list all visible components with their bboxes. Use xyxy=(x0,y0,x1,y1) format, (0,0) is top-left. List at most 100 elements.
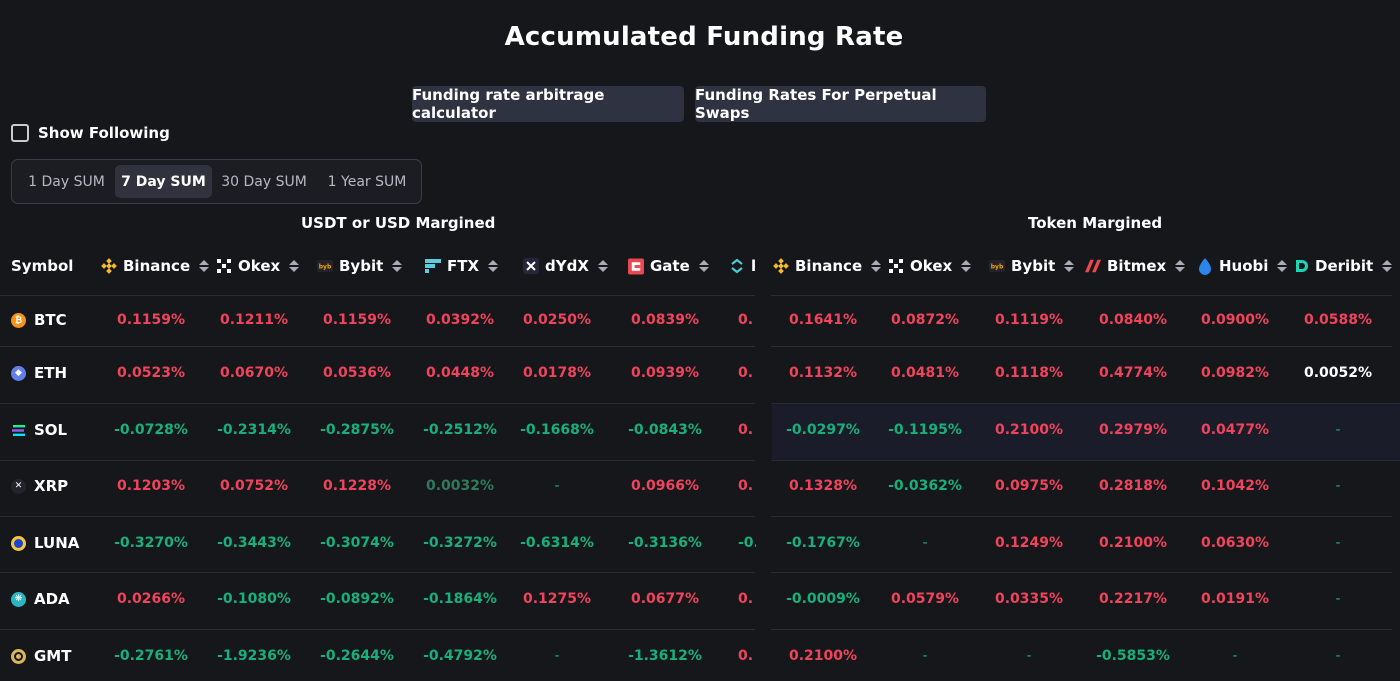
rate-cell: -0.0009% xyxy=(786,591,860,607)
luna-icon xyxy=(11,535,26,551)
rate-cell: -0.0297% xyxy=(786,422,860,438)
symbol-btc[interactable]: ₿ BTC xyxy=(11,310,67,330)
bitmex-icon xyxy=(1085,258,1101,274)
period-1day-tab[interactable]: 1 Day SUM xyxy=(28,173,105,190)
period-7day-tab[interactable]: 7 Day SUM xyxy=(115,165,212,198)
rate-cell: 0. xyxy=(738,365,754,381)
rate-cell: 0.1275% xyxy=(522,591,592,607)
usdt-okex-header[interactable]: Okex xyxy=(216,256,300,276)
rate-cell: 0.2100% xyxy=(1098,535,1168,551)
rate-cell: 0.1203% xyxy=(116,478,186,494)
token-binance-header[interactable]: Binance xyxy=(773,256,882,276)
rate-cell: 0.1159% xyxy=(116,312,186,328)
token-okex-header[interactable]: Okex xyxy=(888,256,972,276)
rate-cell: -0.3272% xyxy=(423,535,497,551)
rate-cell: - xyxy=(554,648,560,664)
symbol-label: BTC xyxy=(34,311,67,329)
rate-cell: 0.1641% xyxy=(788,312,858,328)
rate-cell: 0.0266% xyxy=(116,591,186,607)
rate-cell: -0.1864% xyxy=(423,591,497,607)
usdt-margined-label: USDT or USD Margined xyxy=(301,214,496,232)
rate-cell: -0.4792% xyxy=(423,648,497,664)
rate-cell: -0.0843% xyxy=(628,422,702,438)
dydx-icon xyxy=(523,258,539,274)
gmt-icon xyxy=(11,648,26,664)
symbol-label: ETH xyxy=(34,364,68,382)
rate-cell: 0.1228% xyxy=(322,478,392,494)
symbol-eth[interactable]: ◆ ETH xyxy=(11,363,67,383)
group-separator xyxy=(755,240,771,681)
checkbox[interactable] xyxy=(11,124,29,142)
rate-cell: 0. xyxy=(738,312,754,328)
symbol-label: ADA xyxy=(34,590,70,608)
rate-cell: -0.2512% xyxy=(423,422,497,438)
symbol-sol[interactable]: SOL xyxy=(11,420,67,440)
symbol-luna[interactable]: LUNA xyxy=(11,533,79,553)
token-bybit-header[interactable]: byb Bybit xyxy=(989,256,1075,276)
row-divider xyxy=(771,403,1400,404)
token-bitmex-header[interactable]: Bitmex xyxy=(1085,256,1186,276)
rate-cell: -0.1195% xyxy=(888,422,962,438)
svg-text:byb: byb xyxy=(991,264,1004,271)
sort-icon[interactable] xyxy=(871,260,882,272)
bybit-icon: byb xyxy=(317,258,333,274)
sort-icon[interactable] xyxy=(597,260,608,272)
rate-cell: 0.2100% xyxy=(788,648,858,664)
token-huobi-header[interactable]: Huobi xyxy=(1197,256,1288,276)
sort-icon[interactable] xyxy=(289,260,300,272)
symbol-gmt[interactable]: GMT xyxy=(11,646,71,666)
page-title: Accumulated Funding Rate xyxy=(504,22,904,52)
usdt-truncated-header[interactable]: l xyxy=(729,256,755,276)
sort-icon[interactable] xyxy=(1175,260,1186,272)
row-divider xyxy=(771,346,1392,347)
symbol-ada[interactable]: ❋ ADA xyxy=(11,589,70,609)
rate-cell: 0.1132% xyxy=(788,365,858,381)
sort-icon[interactable] xyxy=(698,260,709,272)
rate-cell: 0.0032% xyxy=(425,478,495,494)
symbol-column-header: Symbol xyxy=(11,257,74,275)
rate-cell: 0.0966% xyxy=(630,478,700,494)
row-divider xyxy=(771,460,1400,461)
rate-cell: -0.0362% xyxy=(888,478,962,494)
usdt-dydx-header[interactable]: dYdX xyxy=(523,256,608,276)
symbol-label: XRP xyxy=(34,477,69,495)
show-following-label: Show Following xyxy=(38,124,170,142)
show-following-toggle[interactable]: Show Following xyxy=(11,124,170,142)
ftx-icon xyxy=(425,258,441,274)
sort-icon[interactable] xyxy=(1382,260,1393,272)
sort-icon[interactable] xyxy=(199,260,210,272)
rate-cell: - xyxy=(1335,591,1341,607)
btc-icon: ₿ xyxy=(11,312,26,328)
rate-cell: 0.0872% xyxy=(890,312,960,328)
rate-cell: -1.9236% xyxy=(217,648,291,664)
usdt-gate-header[interactable]: Gate xyxy=(628,256,709,276)
row-divider xyxy=(0,295,755,296)
rate-cell: -0.3443% xyxy=(217,535,291,551)
sort-icon[interactable] xyxy=(1064,260,1075,272)
rate-cell: 0.0975% xyxy=(994,478,1064,494)
token-deribit-header[interactable]: Deribit xyxy=(1293,256,1393,276)
perpetual-swaps-button[interactable]: Funding Rates For Perpetual Swaps xyxy=(695,86,986,122)
symbol-label: LUNA xyxy=(34,534,80,552)
rate-cell: 0.0839% xyxy=(630,312,700,328)
usdt-bybit-header[interactable]: byb Bybit xyxy=(317,256,403,276)
rate-cell: 0.1118% xyxy=(994,365,1064,381)
usdt-ftx-header[interactable]: FTX xyxy=(425,256,499,276)
sort-icon[interactable] xyxy=(392,260,403,272)
period-30day-tab[interactable]: 30 Day SUM xyxy=(221,173,307,190)
usdt-binance-header[interactable]: Binance xyxy=(101,256,210,276)
sort-icon[interactable] xyxy=(961,260,972,272)
rate-cell: 0.0670% xyxy=(219,365,289,381)
period-1year-tab[interactable]: 1 Year SUM xyxy=(327,173,407,190)
header-label: Gate xyxy=(650,257,690,275)
sort-icon[interactable] xyxy=(1277,260,1288,272)
rate-cell: 0.0250% xyxy=(522,312,592,328)
symbol-xrp[interactable]: ✕ XRP xyxy=(11,476,68,496)
binance-icon xyxy=(773,258,789,274)
rate-cell: 0.0939% xyxy=(630,365,700,381)
rate-cell: 0.0477% xyxy=(1200,422,1270,438)
arbitrage-calculator-button[interactable]: Funding rate arbitrage calculator xyxy=(412,86,684,122)
sort-icon[interactable] xyxy=(488,260,499,272)
rate-cell: -0.1668% xyxy=(520,422,594,438)
rate-cell: 0.1211% xyxy=(219,312,289,328)
